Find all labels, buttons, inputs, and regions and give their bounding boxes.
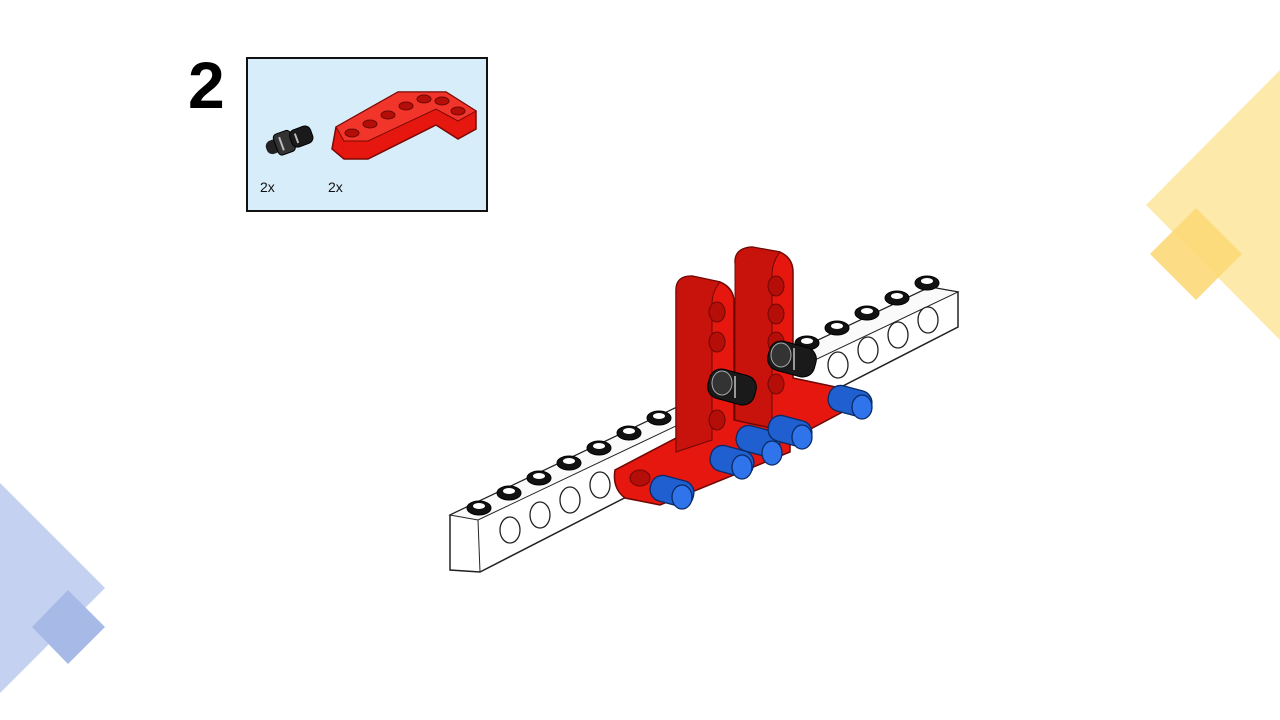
parts-list-panel: 2x 2x (246, 57, 488, 212)
parts-illustration (265, 91, 477, 160)
black-connector-pin-b (767, 340, 817, 378)
blue-pin (709, 444, 755, 480)
black-connector-pin-a (707, 368, 757, 406)
part-quantity-beam: 2x (328, 179, 343, 195)
black-connector-pin-icon (265, 125, 314, 156)
red-l-beam-icon (331, 91, 477, 160)
step-number: 2 (188, 48, 225, 122)
blue-pin (767, 414, 813, 450)
part-quantity-pin: 2x (260, 179, 275, 195)
blue-pin (649, 474, 695, 510)
blue-pins (649, 384, 873, 510)
blue-pin (827, 384, 873, 420)
